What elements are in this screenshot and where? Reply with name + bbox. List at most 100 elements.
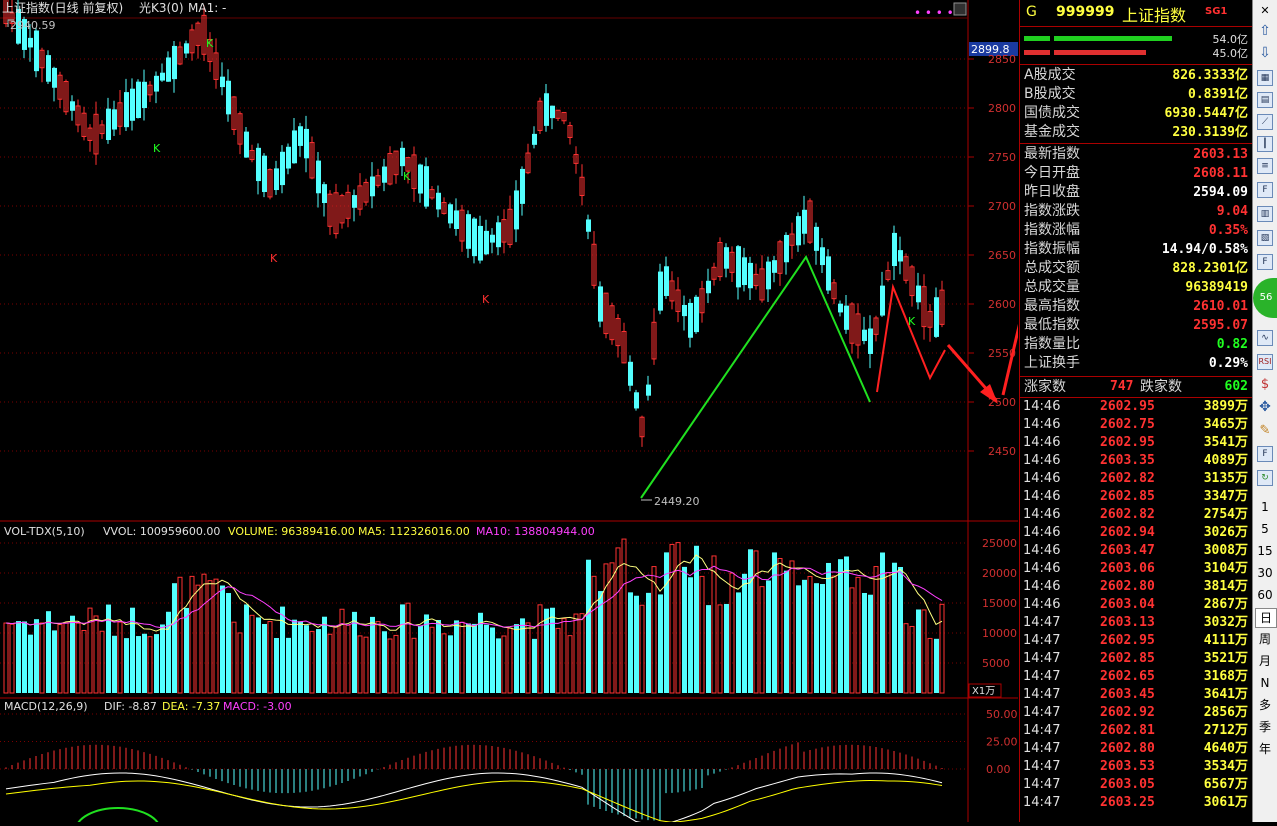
f5-icon[interactable]: F (1257, 446, 1273, 462)
volume-ma5-line (5, 554, 943, 632)
volume-bar (634, 595, 639, 693)
period-button[interactable]: 周 (1258, 632, 1271, 646)
volume-indicator-name: VOL-TDX(5,10) (4, 525, 85, 538)
candle-body (352, 195, 357, 208)
period-button[interactable]: 1 (1261, 500, 1269, 514)
candle-body (316, 160, 321, 194)
volume-bar (262, 623, 267, 693)
volume-bar (177, 576, 183, 694)
tick-list[interactable]: 14:46 2602.95 3899万 14:46 2602.75 3465万 14:46 2… (1020, 398, 1252, 822)
candle-body (52, 67, 57, 88)
kline-chart-area[interactable]: K K K K K K 2940.59 2449.20 上证指数(日线 前复权)… (0, 0, 1054, 826)
volume-bar (537, 604, 543, 694)
period-button[interactable]: 多 (1258, 698, 1271, 712)
grid-icon[interactable]: ▦ (1257, 70, 1273, 86)
list-icon[interactable]: ≡ (1257, 158, 1273, 174)
arrow-up-icon[interactable]: ⇧ (1259, 23, 1271, 39)
tick-time: 14:46 (1023, 471, 1061, 486)
period-button[interactable]: N (1260, 676, 1270, 690)
candle-body (537, 100, 543, 131)
close-icon[interactable]: ✕ (1260, 4, 1270, 17)
volume-bar (136, 636, 141, 693)
volume-bar (717, 604, 723, 694)
stats-icon[interactable]: ▥ (1257, 206, 1273, 222)
volume-bar (892, 562, 897, 693)
quote-row-value: 6930.5447亿 (1164, 106, 1248, 121)
volume-bar (561, 618, 567, 694)
period-button[interactable]: 年 (1258, 742, 1271, 756)
candle-body (615, 318, 621, 347)
volume-bar (267, 621, 273, 694)
tick-price: 2602.80 (1100, 579, 1155, 594)
chart-icon[interactable]: ∿ (1257, 330, 1273, 346)
chart-canvas[interactable]: K K K K K K 2940.59 2449.20 上证指数(日线 前复权)… (0, 0, 1054, 826)
fiz-icon[interactable]: F (1257, 254, 1273, 270)
tick-row: 14:47 2603.05 6567万 (1020, 776, 1252, 794)
candle-body (873, 317, 879, 335)
more-dots[interactable]: • • • • (914, 6, 954, 20)
period-button[interactable]: 60 (1257, 588, 1273, 602)
candle-body (898, 250, 903, 262)
tick-volume: 3008万 (1203, 543, 1248, 558)
line-chart-icon[interactable]: ⟋ (1257, 114, 1273, 130)
move-icon[interactable]: ✥ (1259, 399, 1271, 415)
period-button[interactable]: 日 (1255, 608, 1277, 628)
candle-body (424, 166, 429, 207)
candle-body (789, 233, 795, 246)
quote-row-value: 0.8391亿 (1188, 87, 1248, 102)
volume-bar (586, 559, 591, 693)
report-icon[interactable]: ▧ (1257, 230, 1273, 246)
tick-price: 2603.13 (1100, 615, 1155, 630)
period-button[interactable]: 30 (1257, 566, 1273, 580)
dollar-icon[interactable]: $ (1260, 377, 1270, 392)
tick-row: 14:46 2602.75 3465万 (1020, 416, 1252, 434)
period-button[interactable]: 15 (1257, 544, 1273, 558)
quote-row: 最低指数 2595.07 (1020, 316, 1252, 335)
volume-bar (939, 603, 945, 694)
chart-settings-button[interactable] (953, 2, 967, 16)
candle-body (682, 304, 687, 317)
candle-body (694, 296, 699, 333)
candle-body (550, 105, 555, 119)
refresh-icon[interactable]: ↻ (1257, 470, 1273, 486)
arrow-down-icon[interactable]: ⇩ (1259, 45, 1271, 61)
table-icon[interactable]: ▤ (1257, 92, 1273, 108)
volume-bar (106, 604, 111, 693)
candle-body (544, 93, 549, 126)
volume-bar (298, 621, 303, 693)
candle-body (520, 168, 525, 204)
volume-bar (742, 573, 747, 693)
tick-time: 14:47 (1023, 669, 1061, 684)
candle-body (885, 270, 891, 280)
volume-bar (274, 638, 279, 693)
candle-body (478, 225, 483, 261)
period-button[interactable]: 季 (1258, 720, 1271, 734)
quote-row-value: 2595.07 (1193, 318, 1248, 333)
candle-body (63, 81, 69, 113)
candle-body (9, 12, 15, 24)
candle-body (868, 328, 873, 354)
period-button[interactable]: 月 (1258, 654, 1271, 668)
volume-bar (189, 575, 195, 694)
candle-body (892, 232, 897, 267)
candle-body (267, 169, 273, 198)
volume-bar (628, 592, 633, 693)
volume-bar (903, 623, 909, 694)
candle-body (339, 195, 345, 224)
rsi-icon[interactable]: RSI (1257, 354, 1273, 370)
candle-icon[interactable]: ┃ (1257, 136, 1273, 152)
volume-bar (514, 624, 519, 693)
volume-bar (753, 550, 759, 694)
period-button[interactable]: 5 (1261, 522, 1269, 536)
side-toolbar: ✕ ⇧ ⇩ ▦ ▤ ⟋ ┃ ≡ F ▥ ▧ F 56 ∿ RSI $ ✥ ✎ F… (1252, 0, 1277, 822)
float-badge[interactable]: 56 (1253, 278, 1277, 318)
volume-bar (802, 579, 807, 693)
volume-bar (651, 566, 657, 694)
pen-icon[interactable]: ✎ (1259, 423, 1271, 438)
candle-body (675, 289, 681, 312)
volume-bar (838, 559, 843, 693)
candle-body (766, 261, 771, 290)
tick-row: 14:47 2602.95 4111万 (1020, 632, 1252, 650)
sg-badge[interactable]: SG1 (1205, 6, 1228, 17)
f10-icon[interactable]: F (1257, 182, 1273, 198)
